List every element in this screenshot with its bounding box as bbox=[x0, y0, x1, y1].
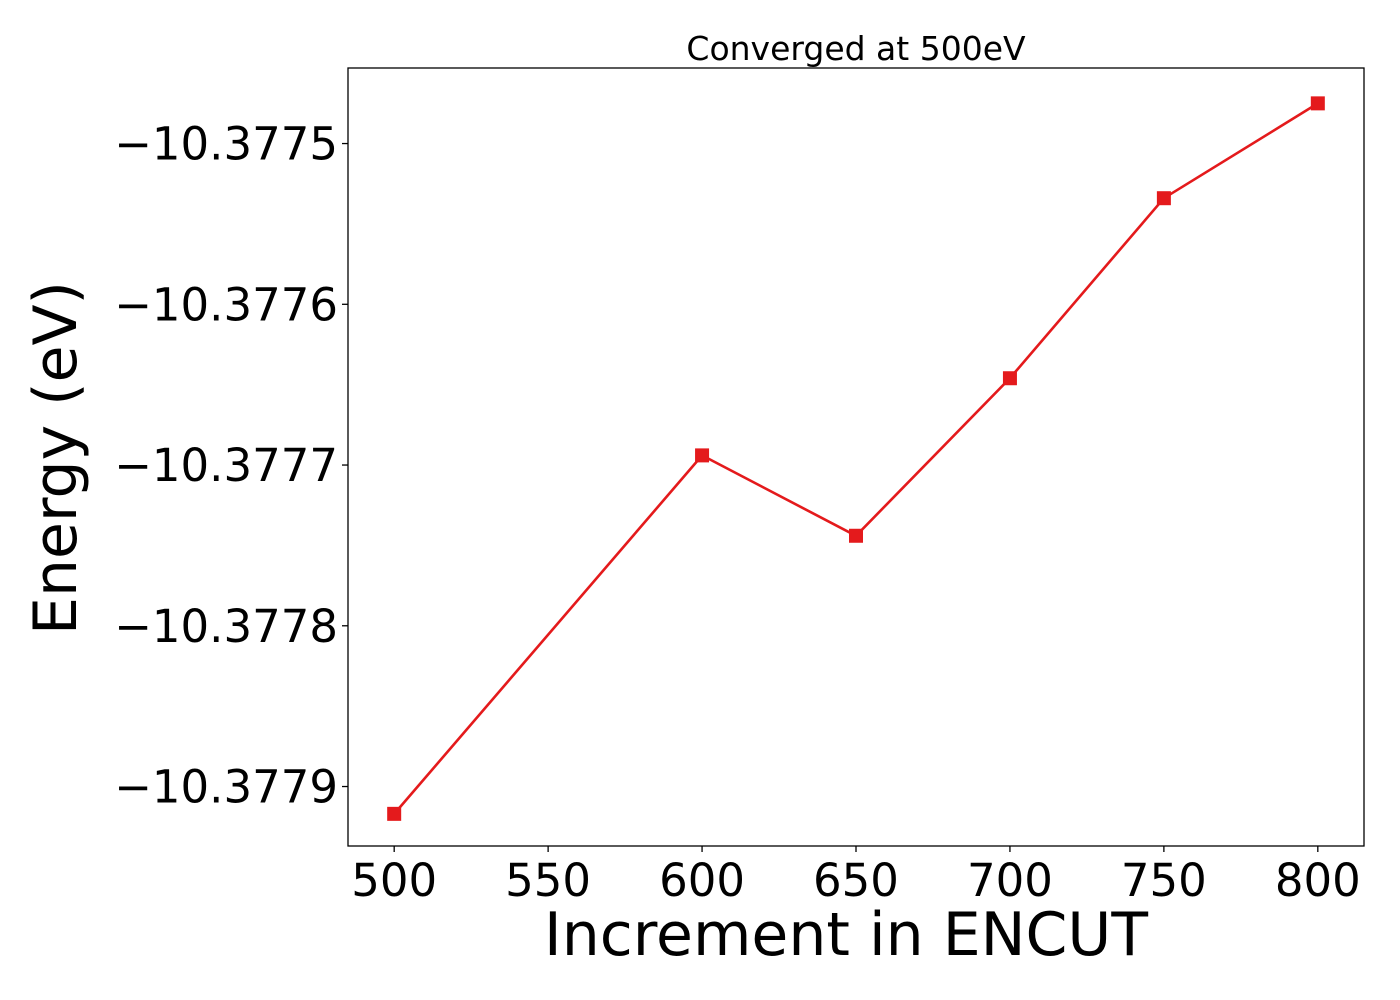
x-tick-label: 750 bbox=[1121, 854, 1207, 907]
y-tick-label: −10.3778 bbox=[114, 600, 338, 653]
data-point-marker bbox=[387, 806, 402, 821]
series-line bbox=[393, 102, 1319, 815]
data-point-marker bbox=[849, 528, 863, 543]
x-axis-label: Increment in ENCUT bbox=[544, 900, 1148, 970]
data-point-marker bbox=[1310, 96, 1325, 111]
x-axis-ticks: 500 550 600 650 700 750 800 bbox=[351, 846, 1361, 907]
chart-title: Converged at 500eV bbox=[686, 29, 1026, 68]
plot-frame bbox=[347, 67, 1365, 847]
y-axis-ticks: −10.3775 −10.3776 −10.3777 −10.3778 −10.3779 bbox=[114, 118, 348, 814]
x-tick-label: 800 bbox=[1275, 854, 1361, 907]
y-tick-label: −10.3777 bbox=[114, 439, 338, 492]
x-tick-label: 650 bbox=[813, 854, 899, 907]
data-point-marker bbox=[1002, 371, 1017, 386]
x-tick-label: 550 bbox=[505, 854, 591, 907]
x-tick-label: 600 bbox=[659, 854, 745, 907]
y-tick-label: −10.3776 bbox=[114, 278, 338, 331]
x-tick-label: 700 bbox=[967, 854, 1053, 907]
y-tick-label: −10.3775 bbox=[114, 118, 338, 171]
y-tick-label: −10.3779 bbox=[114, 761, 338, 814]
data-point-marker bbox=[1156, 191, 1171, 206]
x-tick-label: 500 bbox=[351, 854, 437, 907]
y-axis-label: Energy (eV) bbox=[21, 281, 91, 635]
data-point-marker bbox=[695, 448, 710, 463]
series-layer bbox=[387, 96, 1325, 821]
